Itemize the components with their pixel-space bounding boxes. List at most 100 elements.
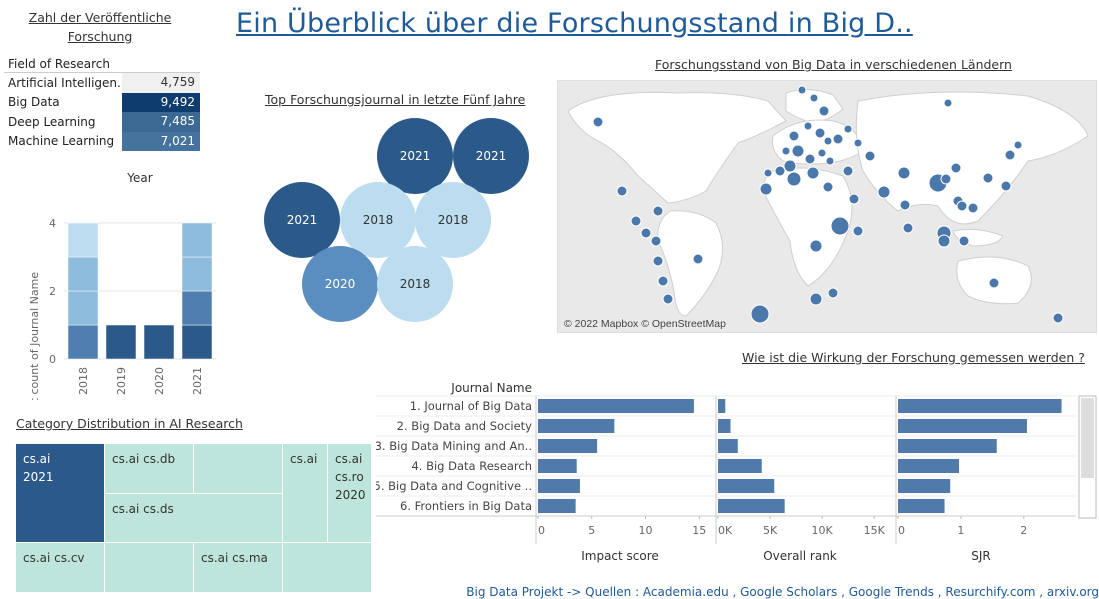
country-marker[interactable] xyxy=(817,148,827,158)
country-marker[interactable] xyxy=(848,193,860,205)
country-marker[interactable] xyxy=(1000,180,1012,192)
year-bar-segment[interactable] xyxy=(181,222,213,258)
country-marker[interactable] xyxy=(940,173,952,185)
country-marker[interactable] xyxy=(832,133,844,145)
table-row[interactable]: Artificial Intelligen.. 4,759 xyxy=(4,73,200,93)
treemap-cell[interactable]: cs.ai 2021 xyxy=(16,444,105,543)
metric-bar[interactable] xyxy=(718,459,762,473)
country-marker[interactable] xyxy=(825,156,835,166)
treemap-cell[interactable] xyxy=(105,543,194,592)
metric-bar[interactable] xyxy=(898,479,951,493)
country-marker[interactable] xyxy=(982,172,994,184)
country-marker[interactable] xyxy=(814,127,826,139)
metric-bar[interactable] xyxy=(538,439,598,453)
country-marker[interactable] xyxy=(809,292,823,306)
journal-bubble[interactable] xyxy=(377,118,453,194)
country-marker[interactable] xyxy=(657,275,669,287)
metric-bar[interactable] xyxy=(898,459,960,473)
country-marker[interactable] xyxy=(877,185,891,199)
year-bar-segment[interactable] xyxy=(143,324,175,360)
treemap-cell[interactable]: cs.ai cs.db xyxy=(105,444,194,494)
journal-bubble[interactable] xyxy=(415,182,491,258)
country-marker[interactable] xyxy=(853,138,863,148)
scrollbar-thumb[interactable] xyxy=(1081,398,1094,478)
year-bar-segment[interactable] xyxy=(181,324,213,360)
journal-bubble[interactable] xyxy=(302,246,378,322)
country-marker[interactable] xyxy=(791,144,805,158)
table-row[interactable]: Deep Learning 7,485 xyxy=(4,112,200,132)
table-row[interactable]: Machine Learning 7,021 xyxy=(4,131,200,151)
country-marker[interactable] xyxy=(843,124,853,134)
country-marker[interactable] xyxy=(640,227,652,239)
world-map[interactable]: © 2022 Mapbox © OpenStreetMap xyxy=(557,80,1097,333)
country-marker[interactable] xyxy=(823,136,833,146)
country-marker[interactable] xyxy=(950,162,962,174)
treemap-cell[interactable]: cs.ai cs.ro 2020 xyxy=(328,444,371,543)
metric-bar[interactable] xyxy=(538,399,694,413)
country-marker[interactable] xyxy=(763,168,773,178)
country-marker[interactable] xyxy=(759,182,773,196)
country-marker[interactable] xyxy=(783,159,797,173)
country-marker[interactable] xyxy=(806,166,820,180)
year-bar-segment[interactable] xyxy=(105,324,137,360)
country-marker[interactable] xyxy=(797,85,807,95)
country-marker[interactable] xyxy=(822,181,834,193)
country-marker[interactable] xyxy=(781,146,791,156)
metric-bar[interactable] xyxy=(538,499,576,513)
country-marker[interactable] xyxy=(1004,149,1016,161)
metric-bar[interactable] xyxy=(718,439,738,453)
country-marker[interactable] xyxy=(788,130,800,142)
journal-bubble[interactable] xyxy=(377,246,453,322)
metric-bar[interactable] xyxy=(538,479,580,493)
treemap-cell[interactable]: cs.ai cs.cv xyxy=(16,543,105,592)
country-marker[interactable] xyxy=(958,235,970,247)
country-marker[interactable] xyxy=(1052,312,1064,324)
country-marker[interactable] xyxy=(988,277,1000,289)
country-marker[interactable] xyxy=(967,202,979,214)
year-bar-segment[interactable] xyxy=(67,222,99,258)
country-marker[interactable] xyxy=(830,216,850,236)
country-marker[interactable] xyxy=(803,121,813,131)
country-marker[interactable] xyxy=(937,234,951,248)
country-marker[interactable] xyxy=(956,200,968,212)
country-marker[interactable] xyxy=(804,153,816,165)
metric-bar[interactable] xyxy=(718,479,775,493)
country-marker[interactable] xyxy=(652,205,664,217)
country-marker[interactable] xyxy=(897,166,911,180)
country-marker[interactable] xyxy=(899,199,911,211)
metric-bar[interactable] xyxy=(898,439,997,453)
treemap-cell[interactable] xyxy=(194,444,283,494)
country-marker[interactable] xyxy=(827,287,839,299)
country-marker[interactable] xyxy=(943,98,953,108)
country-marker[interactable] xyxy=(652,255,664,267)
country-marker[interactable] xyxy=(750,304,770,324)
metric-bar[interactable] xyxy=(898,499,945,513)
country-marker[interactable] xyxy=(902,222,914,234)
country-marker[interactable] xyxy=(774,165,786,177)
metric-bar[interactable] xyxy=(538,459,577,473)
country-marker[interactable] xyxy=(662,293,674,305)
metric-bar[interactable] xyxy=(898,419,1027,433)
country-marker[interactable] xyxy=(786,171,802,187)
metric-bar[interactable] xyxy=(718,419,731,433)
country-marker[interactable] xyxy=(809,239,823,253)
year-bar-segment[interactable] xyxy=(67,324,99,360)
metric-bar[interactable] xyxy=(538,419,615,433)
year-bar-segment[interactable] xyxy=(67,290,99,326)
treemap-cell[interactable]: cs.ai cs.ma xyxy=(194,543,283,592)
journal-bubble[interactable] xyxy=(264,182,340,258)
treemap-cell[interactable] xyxy=(283,543,371,592)
journal-bubble[interactable] xyxy=(340,182,416,258)
table-row[interactable]: Big Data 9,492 xyxy=(4,92,200,112)
country-marker[interactable] xyxy=(852,225,864,237)
country-marker[interactable] xyxy=(864,150,876,162)
country-marker[interactable] xyxy=(809,93,819,103)
country-marker[interactable] xyxy=(616,185,628,197)
treemap-cell[interactable]: cs.ai xyxy=(283,444,328,543)
country-marker[interactable] xyxy=(592,116,604,128)
country-marker[interactable] xyxy=(1013,140,1023,150)
year-bar-segment[interactable] xyxy=(181,256,213,292)
country-marker[interactable] xyxy=(842,165,854,177)
treemap-cell[interactable]: cs.ai cs.ds xyxy=(105,494,283,543)
journal-bubble[interactable] xyxy=(453,118,529,194)
